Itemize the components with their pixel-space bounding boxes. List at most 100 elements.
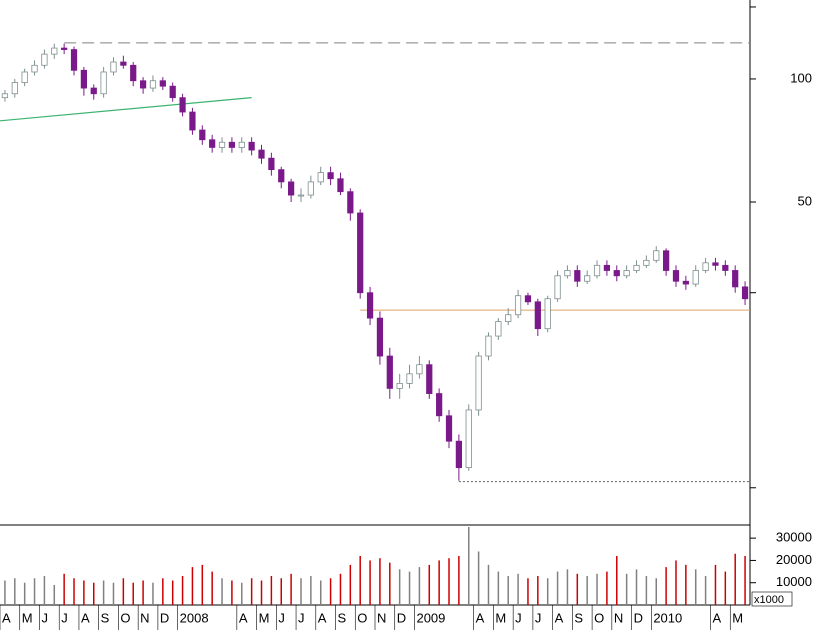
x-tick-label: J: [515, 610, 522, 625]
candle-body: [179, 97, 186, 113]
x-tick-label: 2009: [416, 610, 445, 625]
x-tick-label: A: [555, 610, 564, 625]
candle-body: [396, 383, 403, 389]
candle-body: [297, 194, 305, 197]
candle-body: [653, 250, 660, 261]
candle-body: [366, 292, 374, 319]
volume-tick-label: 30000: [776, 530, 812, 545]
candle-body: [278, 169, 285, 183]
candle-body: [209, 139, 216, 148]
y-tick-label: 50: [798, 193, 812, 208]
y-tick-label: 100: [790, 70, 812, 85]
x-tick-label: A: [476, 610, 485, 625]
x-tick-label: A: [81, 610, 90, 625]
candle-body: [327, 172, 334, 180]
candle-body: [564, 270, 571, 277]
candle-body: [465, 409, 472, 469]
x-tick-label: 2008: [180, 610, 209, 625]
candle-body: [416, 364, 423, 375]
candle-body: [505, 314, 512, 322]
candle-body: [189, 111, 196, 131]
candle-body: [445, 415, 453, 442]
x-tick-label: J: [278, 610, 285, 625]
x-tick-label: A: [318, 610, 327, 625]
candle-body: [514, 295, 522, 316]
x-tick-label: D: [397, 610, 406, 625]
x-tick-label: M: [732, 610, 743, 625]
candle-body: [41, 53, 48, 66]
candle-body: [139, 80, 147, 89]
candle-body: [11, 82, 18, 95]
candle-body: [169, 85, 176, 99]
x-tick-label: M: [259, 610, 270, 625]
candle-body: [495, 321, 502, 337]
candle-body: [218, 141, 226, 148]
candle-body: [90, 87, 97, 95]
volume-tick-label: 10000: [776, 574, 812, 589]
candle-body: [228, 141, 236, 148]
candle-body: [337, 178, 344, 193]
candle-body: [61, 47, 68, 50]
x-tick-label: D: [160, 610, 169, 625]
x-tick-label: J: [41, 610, 48, 625]
candle-body: [120, 61, 127, 66]
candle-body: [633, 264, 640, 271]
candle-body: [574, 270, 581, 282]
candle-body: [455, 440, 462, 469]
candle-body: [149, 80, 157, 89]
candle-body: [732, 270, 739, 288]
candle-body: [51, 47, 58, 55]
x-tick-label: 2010: [653, 610, 682, 625]
volume-tick-label: 20000: [776, 552, 812, 567]
candle-body: [584, 275, 591, 282]
candle-body: [722, 264, 729, 271]
x-tick-label: J: [298, 610, 305, 625]
candle-body: [554, 275, 561, 300]
candle-body: [80, 69, 87, 89]
candle-body: [426, 364, 433, 394]
x-tick-label: J: [61, 610, 68, 625]
candle-body: [702, 262, 709, 271]
candle-body: [712, 262, 719, 266]
candle-body: [623, 270, 630, 277]
unit-box: [751, 591, 793, 607]
x-tick-label: A: [239, 610, 248, 625]
candle-body: [31, 64, 38, 73]
candle-body: [70, 49, 78, 71]
x-tick-label: N: [140, 610, 149, 625]
candle-body: [643, 259, 650, 266]
candle-body: [524, 295, 532, 303]
candle-body: [110, 61, 117, 73]
x-tick-label: J: [535, 610, 542, 625]
x-tick-label: O: [120, 610, 130, 625]
x-tick-label: N: [614, 610, 623, 625]
candle-body: [534, 301, 541, 330]
x-tick-label: A: [2, 610, 11, 625]
candle-body: [159, 80, 166, 87]
trend-line: [0, 97, 252, 122]
candle-body: [406, 373, 413, 384]
candle-body: [692, 270, 699, 285]
x-tick-label: M: [22, 610, 33, 625]
candle-body: [21, 71, 28, 83]
candle-body: [475, 355, 482, 411]
candle-body: [741, 286, 749, 300]
candle-body: [663, 250, 670, 271]
candle-body: [613, 270, 620, 277]
candle-body: [682, 280, 689, 285]
x-tick-label: M: [495, 610, 506, 625]
candle-body: [258, 149, 265, 159]
candle-body: [238, 141, 245, 148]
candle-body: [130, 64, 137, 82]
candle-body: [248, 141, 255, 151]
candle-body: [485, 335, 492, 357]
candle-body: [199, 129, 206, 141]
candle-body: [672, 270, 680, 282]
candle-body: [268, 157, 275, 171]
candle-body: [357, 212, 364, 294]
candle-body: [288, 181, 295, 196]
volume-unit: x1000: [754, 594, 784, 606]
candle-body: [386, 355, 393, 389]
